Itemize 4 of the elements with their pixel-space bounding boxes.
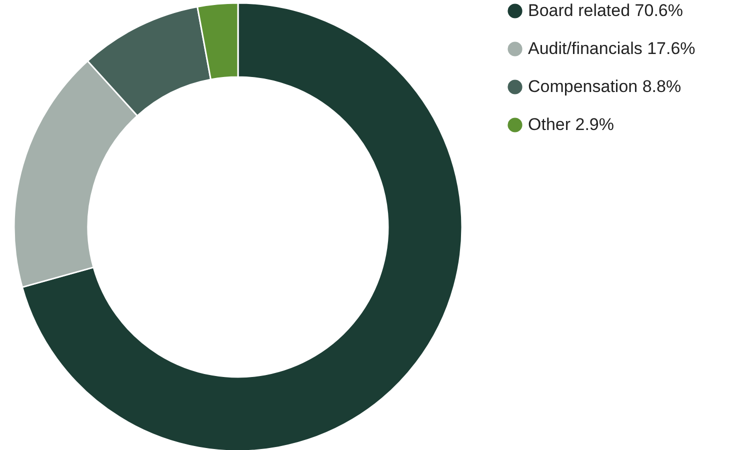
legend-label: Other 2.9%: [528, 115, 614, 134]
legend-label: Compensation 8.8%: [528, 77, 682, 96]
legend-label: Board related 70.6%: [528, 1, 683, 20]
legend-label: Audit/financials 17.6%: [528, 39, 696, 58]
